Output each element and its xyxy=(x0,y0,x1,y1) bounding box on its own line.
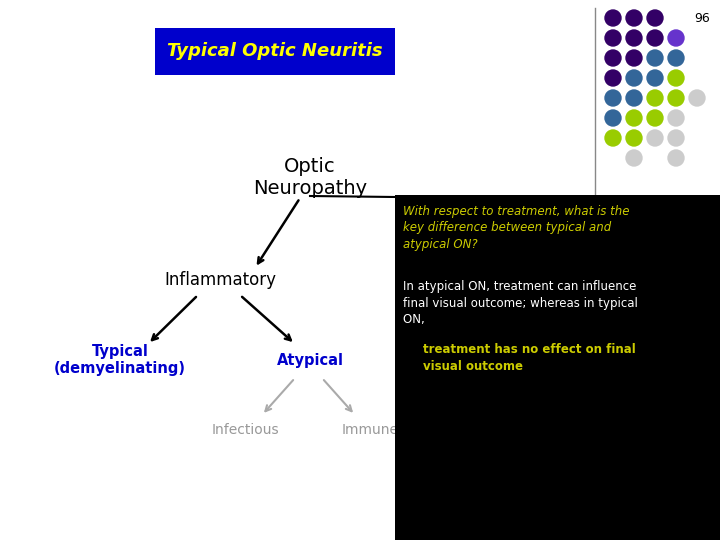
Circle shape xyxy=(647,90,663,106)
Circle shape xyxy=(668,130,684,146)
FancyBboxPatch shape xyxy=(395,195,720,540)
Circle shape xyxy=(647,70,663,86)
Circle shape xyxy=(647,30,663,46)
Text: In atypical ON, treatment can influence
final visual outcome; whereas in typical: In atypical ON, treatment can influence … xyxy=(403,280,638,326)
Text: treatment has no effect on final
visual outcome: treatment has no effect on final visual … xyxy=(423,343,636,373)
Circle shape xyxy=(605,10,621,26)
Text: Typical Optic Neuritis: Typical Optic Neuritis xyxy=(167,43,383,60)
Circle shape xyxy=(647,50,663,66)
Circle shape xyxy=(647,130,663,146)
Circle shape xyxy=(626,150,642,166)
Circle shape xyxy=(668,70,684,86)
Circle shape xyxy=(626,10,642,26)
Circle shape xyxy=(689,90,705,106)
Circle shape xyxy=(668,110,684,126)
Text: With respect to treatment, what is the
key difference between typical and
atypic: With respect to treatment, what is the k… xyxy=(403,205,629,251)
Circle shape xyxy=(647,110,663,126)
Circle shape xyxy=(605,70,621,86)
Text: Optic
Neuropathy: Optic Neuropathy xyxy=(253,158,367,199)
Text: Infectious: Infectious xyxy=(211,423,279,437)
Circle shape xyxy=(605,30,621,46)
FancyBboxPatch shape xyxy=(155,28,395,75)
Circle shape xyxy=(668,150,684,166)
Circle shape xyxy=(605,90,621,106)
Circle shape xyxy=(605,110,621,126)
Text: 96: 96 xyxy=(694,12,710,25)
Circle shape xyxy=(668,30,684,46)
Circle shape xyxy=(647,10,663,26)
Circle shape xyxy=(605,130,621,146)
Circle shape xyxy=(668,50,684,66)
Text: Atypical: Atypical xyxy=(276,353,343,368)
Circle shape xyxy=(668,90,684,106)
Text: Immune: Immune xyxy=(341,423,398,437)
Circle shape xyxy=(626,30,642,46)
Circle shape xyxy=(626,110,642,126)
Circle shape xyxy=(626,70,642,86)
Text: Inflammatory: Inflammatory xyxy=(164,271,276,289)
Circle shape xyxy=(626,50,642,66)
Circle shape xyxy=(626,90,642,106)
Circle shape xyxy=(626,130,642,146)
Circle shape xyxy=(605,50,621,66)
Text: Typical
(demyelinating): Typical (demyelinating) xyxy=(54,344,186,376)
